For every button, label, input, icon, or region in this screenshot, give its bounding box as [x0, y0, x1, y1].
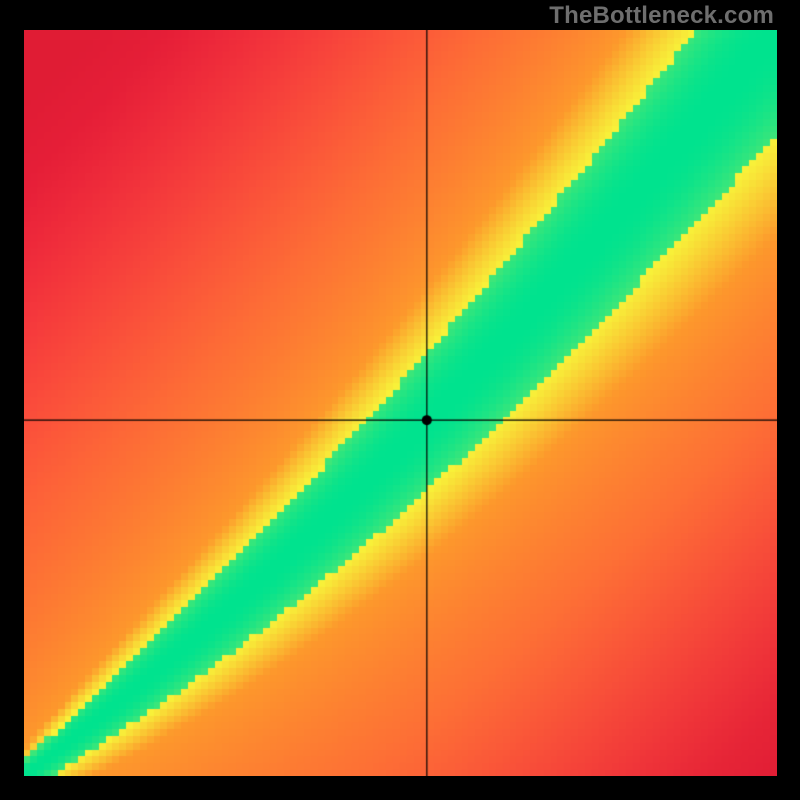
chart-frame: TheBottleneck.com: [0, 0, 800, 800]
watermark-text: TheBottleneck.com: [549, 2, 774, 30]
bottleneck-heatmap-canvas: [24, 30, 777, 776]
